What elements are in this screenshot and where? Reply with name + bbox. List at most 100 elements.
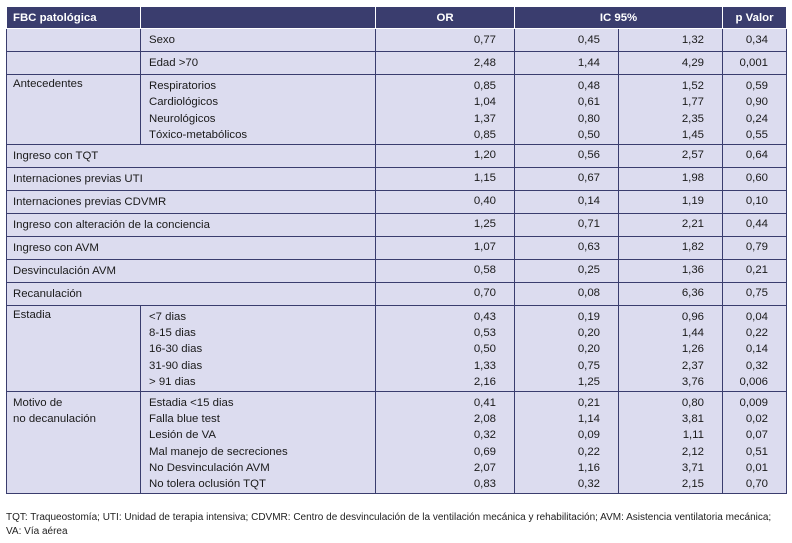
ic-lower-value-cell: 0,19 0,20 0,20 0,75 1,25 [514, 304, 619, 392]
p-value: 0,006 [739, 376, 769, 389]
sublabel-item: 8-15 dias [149, 326, 196, 339]
ic-lower-value-cell: 0,63 [514, 235, 619, 260]
or-value-cell: 0,77 [375, 28, 515, 52]
sublabel-item: Neurológicos [149, 112, 216, 125]
table-row: Antecedentes Respiratorios Cardiológicos Ne… [6, 74, 788, 145]
ic-lower-value: 0,08 [577, 287, 600, 300]
results-table-container: FBC patológica OR IC 95% p Valor Sexo 0,7… [6, 6, 788, 494]
or-value: 0,77 [473, 33, 496, 46]
sublabel-item: Estadia <15 dias [149, 396, 234, 409]
ic-upper-value: 1,77 [681, 96, 705, 109]
table-row: Ingreso con AVM 1,07 0,63 1,82 0,79 [6, 235, 788, 260]
ic-lower-value-cell: 0,14 [514, 189, 619, 214]
table-row: Internaciones previas UTI 1,15 0,67 1,98 0,6… [6, 166, 788, 191]
ic-upper-value-cell: 1,52 1,77 2,35 1,45 [617, 74, 724, 145]
or-value: 2,48 [473, 56, 496, 69]
or-value: 0,83 [473, 478, 496, 491]
or-value-cell: 1,25 [375, 212, 515, 237]
ic-lower-value: 0,80 [577, 112, 600, 125]
p-value-cell: 0,001 [722, 51, 788, 75]
ic-lower-value: 0,71 [577, 218, 600, 231]
table-row: Internaciones previas CDVMR 0,40 0,14 1,19 0… [6, 189, 788, 214]
ic-lower-value-cell: 0,56 [514, 143, 619, 168]
row-label [6, 51, 141, 75]
or-value-cell: 1,20 [375, 143, 515, 168]
ic-lower-value: 0,19 [577, 310, 600, 323]
or-value-cell: 1,15 [375, 166, 515, 191]
ic-upper-value: 2,57 [681, 149, 705, 162]
or-value-cell: 1,07 [375, 235, 515, 260]
p-value-cell: 0,59 0,90 0,24 0,55 [722, 74, 788, 145]
p-value-cell: 0,64 [722, 143, 788, 168]
or-value-cell: 0,58 [375, 258, 515, 283]
ic-upper-value-cell: 2,57 [617, 143, 724, 168]
p-value: 0,55 [745, 129, 769, 142]
p-value: 0,75 [745, 287, 769, 300]
row-sublabel: <7 dias 8-15 dias 16-30 dias 31-90 dias > 91… [140, 304, 376, 392]
row-label: Desvinculación AVM [6, 258, 376, 283]
row-label: Internaciones previas UTI [6, 166, 376, 191]
p-value: 0,32 [745, 359, 769, 372]
table-row: Ingreso con alteración de la conciencia 1… [6, 212, 788, 237]
p-value: 0,001 [739, 56, 769, 69]
row-label: Ingreso con AVM [6, 235, 376, 260]
sublabel-item: Mal manejo de secreciones [149, 445, 288, 458]
ic-upper-value: 0,80 [681, 396, 705, 409]
sublabel-item: No Desvinculación AVM [149, 462, 270, 475]
table-row: Motivo de no decanulación Estadia <15 dias… [6, 390, 788, 494]
ic-lower-value: 0,21 [577, 396, 600, 409]
row-sublabel: Respiratorios Cardiológicos Neurológicos Tó… [140, 74, 376, 145]
row-label-line: Motivo de [13, 396, 63, 409]
p-value: 0,21 [745, 264, 769, 277]
ic-upper-value: 4,29 [681, 56, 705, 69]
ic-lower-value: 0,22 [577, 445, 600, 458]
or-value: 1,15 [473, 172, 496, 185]
row-label: Ingreso con alteración de la conciencia [6, 212, 376, 237]
p-value: 0,59 [745, 80, 769, 92]
ic-upper-value-cell: 1,32 [617, 28, 724, 52]
row-sublabel: Edad >70 [140, 51, 376, 75]
table-row: Ingreso con TQT 1,20 0,56 2,57 0,64 [6, 143, 788, 168]
sublabel-item: > 91 dias [149, 376, 196, 389]
ic-lower-value: 0,50 [577, 129, 600, 142]
header-or: OR [375, 6, 515, 29]
p-value: 0,009 [739, 396, 769, 409]
ic-lower-value-cell: 0,71 [514, 212, 619, 237]
ic-lower-value: 0,09 [577, 429, 600, 442]
results-table: FBC patológica OR IC 95% p Valor Sexo 0,7… [6, 6, 788, 494]
ic-lower-value-cell: 0,25 [514, 258, 619, 283]
sublabel-item: <7 dias [149, 310, 187, 323]
table-row: Estadia <7 dias 8-15 dias 16-30 dias 31-90 d… [6, 304, 788, 392]
or-value-cell: 0,70 [375, 281, 515, 306]
sublabel-item: 31-90 dias [149, 359, 203, 372]
ic-lower-value-cell: 0,67 [514, 166, 619, 191]
p-value: 0,44 [745, 218, 769, 231]
p-value: 0,07 [745, 429, 769, 442]
ic-upper-value: 1,36 [681, 264, 705, 277]
ic-lower-value: 0,45 [577, 33, 600, 46]
or-value: 0,41 [473, 396, 496, 409]
header-sub-blank [140, 6, 376, 29]
p-value: 0,51 [745, 445, 769, 458]
ic-upper-value: 1,45 [681, 129, 705, 142]
p-value: 0,01 [745, 462, 769, 475]
sublabel-item: Respiratorios [149, 80, 217, 92]
p-value: 0,02 [745, 412, 769, 425]
ic-upper-value: 1,26 [681, 343, 705, 356]
ic-upper-value: 1,82 [681, 241, 705, 254]
ic-upper-value-cell: 0,96 1,44 1,26 2,37 3,76 [617, 304, 724, 392]
ic-lower-value: 0,25 [577, 264, 600, 277]
row-label: Recanulación [6, 281, 376, 306]
p-value: 0,04 [745, 310, 769, 323]
ic-lower-value-cell: 0,45 [514, 28, 619, 52]
table-row: Desvinculación AVM 0,58 0,25 1,36 0,21 [6, 258, 788, 283]
row-label: Ingreso con TQT [6, 143, 376, 168]
sublabel-item: 16-30 dias [149, 343, 203, 356]
p-value-cell: 0,79 [722, 235, 788, 260]
ic-upper-value: 1,44 [681, 326, 705, 339]
p-value-cell: 0,21 [722, 258, 788, 283]
ic-lower-value: 1,16 [577, 462, 600, 475]
ic-upper-value: 2,37 [681, 359, 705, 372]
row-label [6, 28, 141, 52]
sublabel-item: Falla blue test [149, 412, 220, 425]
